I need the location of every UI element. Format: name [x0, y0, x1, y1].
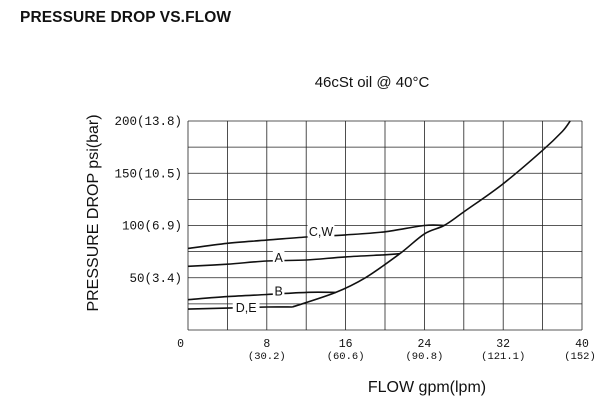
curve-b	[187, 291, 336, 301]
curve-label: C,W	[309, 225, 334, 239]
x-tick-label: 24	[417, 338, 431, 351]
curve-label: A	[274, 251, 283, 265]
y-tick-label: 200(13.8)	[114, 115, 182, 129]
x-tick-label: 40	[575, 338, 589, 351]
curve-a	[187, 252, 400, 268]
curve-label: B	[274, 284, 282, 298]
x-tick-label: 16	[339, 338, 353, 351]
x-tick-sublabel: (152)	[564, 351, 596, 363]
chart-title: 46cSt oil @ 40°C	[315, 74, 430, 91]
curve-label-background	[307, 224, 335, 238]
y-tick-label: 150(10.5)	[114, 167, 182, 181]
y-tick-label: 100(6.9)	[122, 220, 182, 234]
grid	[187, 120, 583, 331]
curve-label-background	[272, 284, 285, 298]
x-tick-sublabel: (121.1)	[481, 351, 525, 363]
y-axis-label: PRESSURE DROP psi(bar)	[85, 114, 102, 311]
y-axis-ticks: 50(3.4) 100(6.9) 150(10.5) 200(13.8)	[114, 115, 182, 286]
curve-label: D,E	[236, 301, 257, 315]
curve-labels: C,W A B D,E	[232, 224, 335, 315]
page-title: PRESSURE DROP VS.FLOW	[20, 9, 232, 26]
y-tick-label: 50(3.4)	[129, 272, 182, 286]
curve-label-background	[272, 250, 285, 264]
x-axis-label: FLOW gpm(lpm)	[368, 379, 486, 396]
curve-label-background	[232, 301, 260, 315]
x-tick-label: 0	[177, 338, 184, 351]
curve-common-rise	[292, 120, 571, 308]
x-axis-ticks: 0 8(30.2) 16(60.6) 24(90.8) 32(121.1) 40(152)	[177, 338, 596, 363]
x-tick-sublabel: (90.8)	[405, 351, 443, 363]
x-tick-label: 32	[496, 338, 510, 351]
x-tick-label: 8	[263, 338, 270, 351]
x-tick-sublabel: (30.2)	[248, 351, 286, 363]
x-tick-sublabel: (60.6)	[327, 351, 365, 363]
curves	[187, 120, 571, 310]
